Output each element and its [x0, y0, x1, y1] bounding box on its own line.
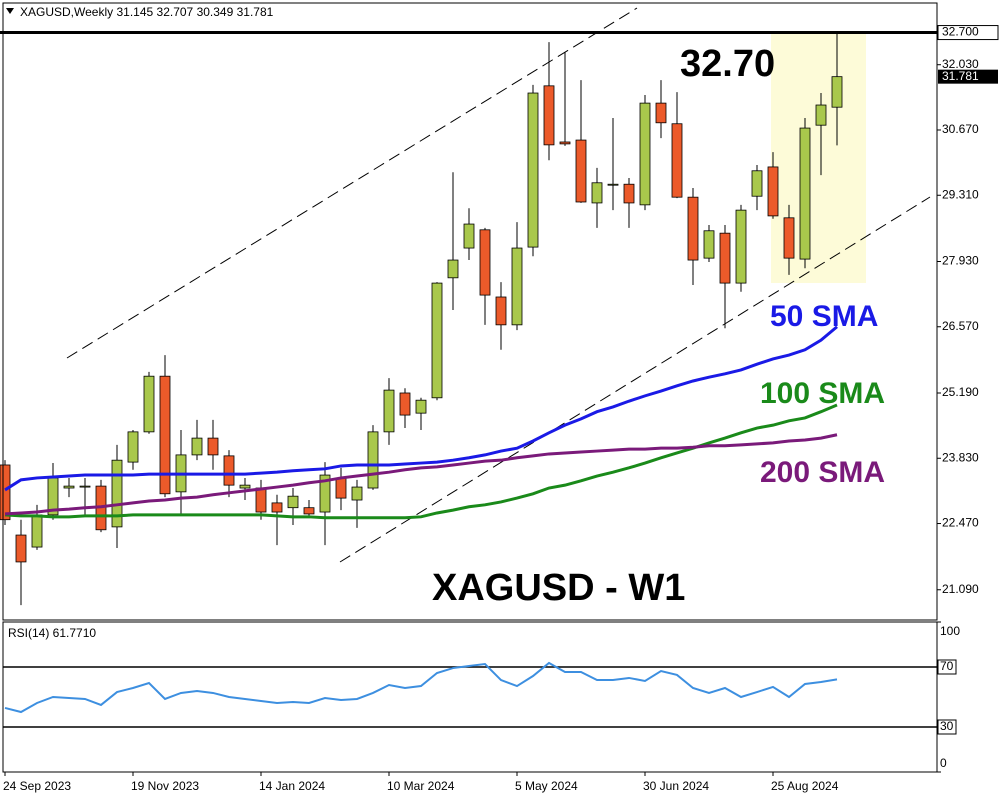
- candle-body: [463, 223, 475, 249]
- candle-body: [543, 85, 555, 146]
- x-tick-label: 10 Mar 2024: [387, 779, 455, 793]
- rsi-tick-label: 100: [940, 624, 960, 638]
- candle-body: [399, 392, 411, 416]
- candle-body: [799, 127, 811, 260]
- x-tick-label: 25 Aug 2024: [771, 779, 839, 793]
- candle-body: [431, 282, 443, 399]
- candle-body: [639, 102, 651, 206]
- candle-body: [591, 182, 603, 204]
- sma-line: [4, 325, 838, 492]
- close: 31.781: [237, 5, 274, 19]
- candle-body: [655, 102, 667, 124]
- candle-body: [207, 437, 219, 456]
- y-tick-label: 26.570: [942, 319, 979, 333]
- candle-body: [575, 139, 587, 203]
- x-tick-label: 5 May 2024: [515, 779, 578, 793]
- level-label: 32.700: [942, 25, 979, 39]
- level-box: [937, 25, 999, 41]
- sma-label: 200 SMA: [760, 456, 885, 489]
- candle-body: [479, 229, 491, 296]
- candle-body: [623, 183, 635, 204]
- candle-body: [735, 209, 747, 284]
- y-tick-label: 27.930: [942, 254, 979, 268]
- y-tick-label: 22.470: [942, 516, 979, 530]
- candle-body: [63, 485, 75, 489]
- candle-body: [671, 123, 683, 198]
- x-tick-label: 19 Nov 2023: [131, 779, 199, 793]
- candle-body: [127, 431, 139, 463]
- symbol: XAGUSD,Weekly 31.145 32.707 30.349 31.78…: [20, 5, 274, 19]
- candle-body: [831, 76, 843, 108]
- candle-body: [79, 485, 91, 488]
- high: 32.707: [157, 5, 194, 19]
- chart-caption: XAGUSD - W1: [432, 567, 685, 609]
- candle-body: [815, 104, 827, 126]
- rsi-label: RSI(14) 61.7710: [8, 626, 96, 640]
- y-tick-label: 25.190: [942, 385, 979, 399]
- open: 31.145: [116, 5, 153, 19]
- candle-body: [223, 455, 235, 486]
- price-box: [938, 69, 998, 84]
- candle-body: [351, 486, 363, 501]
- candle-body: [271, 502, 283, 513]
- price-annotation: 32.70: [680, 43, 775, 85]
- candle-body: [767, 166, 779, 217]
- sma-label: 100 SMA: [760, 377, 885, 410]
- rsi-tick-box: [937, 659, 957, 675]
- candle-body: [559, 141, 571, 145]
- menu-arrow: [6, 8, 14, 14]
- candle-body: [0, 464, 11, 521]
- candle-body: [527, 92, 539, 248]
- plot-area: [0, 32, 843, 606]
- rsi-frame: [2, 621, 938, 773]
- low: 30.349: [197, 5, 234, 19]
- symbol-name: XAGUSD,Weekly: [20, 5, 113, 19]
- candle-body: [367, 431, 379, 489]
- x-tick-label: 24 Sep 2023: [3, 779, 71, 793]
- candle-body: [143, 375, 155, 433]
- rsi-tick-label: 70: [940, 659, 954, 673]
- rsi-tick-label: 30: [940, 719, 954, 733]
- candle-body: [303, 507, 315, 515]
- y-tick-label: 29.310: [942, 187, 979, 201]
- candle-body: [511, 247, 523, 326]
- candle-body: [111, 459, 123, 528]
- candle-body: [687, 196, 699, 261]
- y-tick-label: 23.830: [942, 450, 979, 464]
- candle-body: [719, 232, 731, 284]
- candle-body: [319, 474, 331, 513]
- candle-body: [415, 399, 427, 414]
- rsi-line: [4, 661, 838, 714]
- candle-body: [31, 514, 43, 548]
- candle-body: [383, 389, 395, 433]
- candle-body: [287, 495, 299, 509]
- x-tick-label: 14 Jan 2024: [259, 779, 325, 793]
- y-tick-label: 30.670: [942, 122, 979, 136]
- candle-body: [239, 484, 251, 489]
- channel-lower: [339, 196, 931, 563]
- candle-body: [607, 183, 619, 186]
- candle-body: [447, 259, 459, 279]
- candle-body: [751, 170, 763, 197]
- candle-body: [335, 477, 347, 499]
- sma-line: [4, 433, 838, 516]
- y-tick-label: 21.090: [942, 582, 979, 596]
- sma-label: 50 SMA: [770, 300, 878, 333]
- price-label: 31.781: [942, 69, 979, 83]
- rsi-tick-box: [937, 719, 957, 735]
- candle-body: [783, 217, 795, 259]
- y-tick-label: 32.030: [942, 57, 979, 71]
- candle-body: [495, 296, 507, 326]
- x-tick-label: 30 Jun 2024: [643, 779, 709, 793]
- candle-body: [191, 437, 203, 456]
- rsi-tick-label: 0: [940, 756, 947, 770]
- candle-body: [159, 375, 171, 495]
- channel-upper: [66, 7, 638, 359]
- candle-body: [703, 230, 715, 259]
- main-frame: [2, 2, 938, 621]
- candle-body: [15, 534, 27, 563]
- candle-body: [255, 487, 267, 513]
